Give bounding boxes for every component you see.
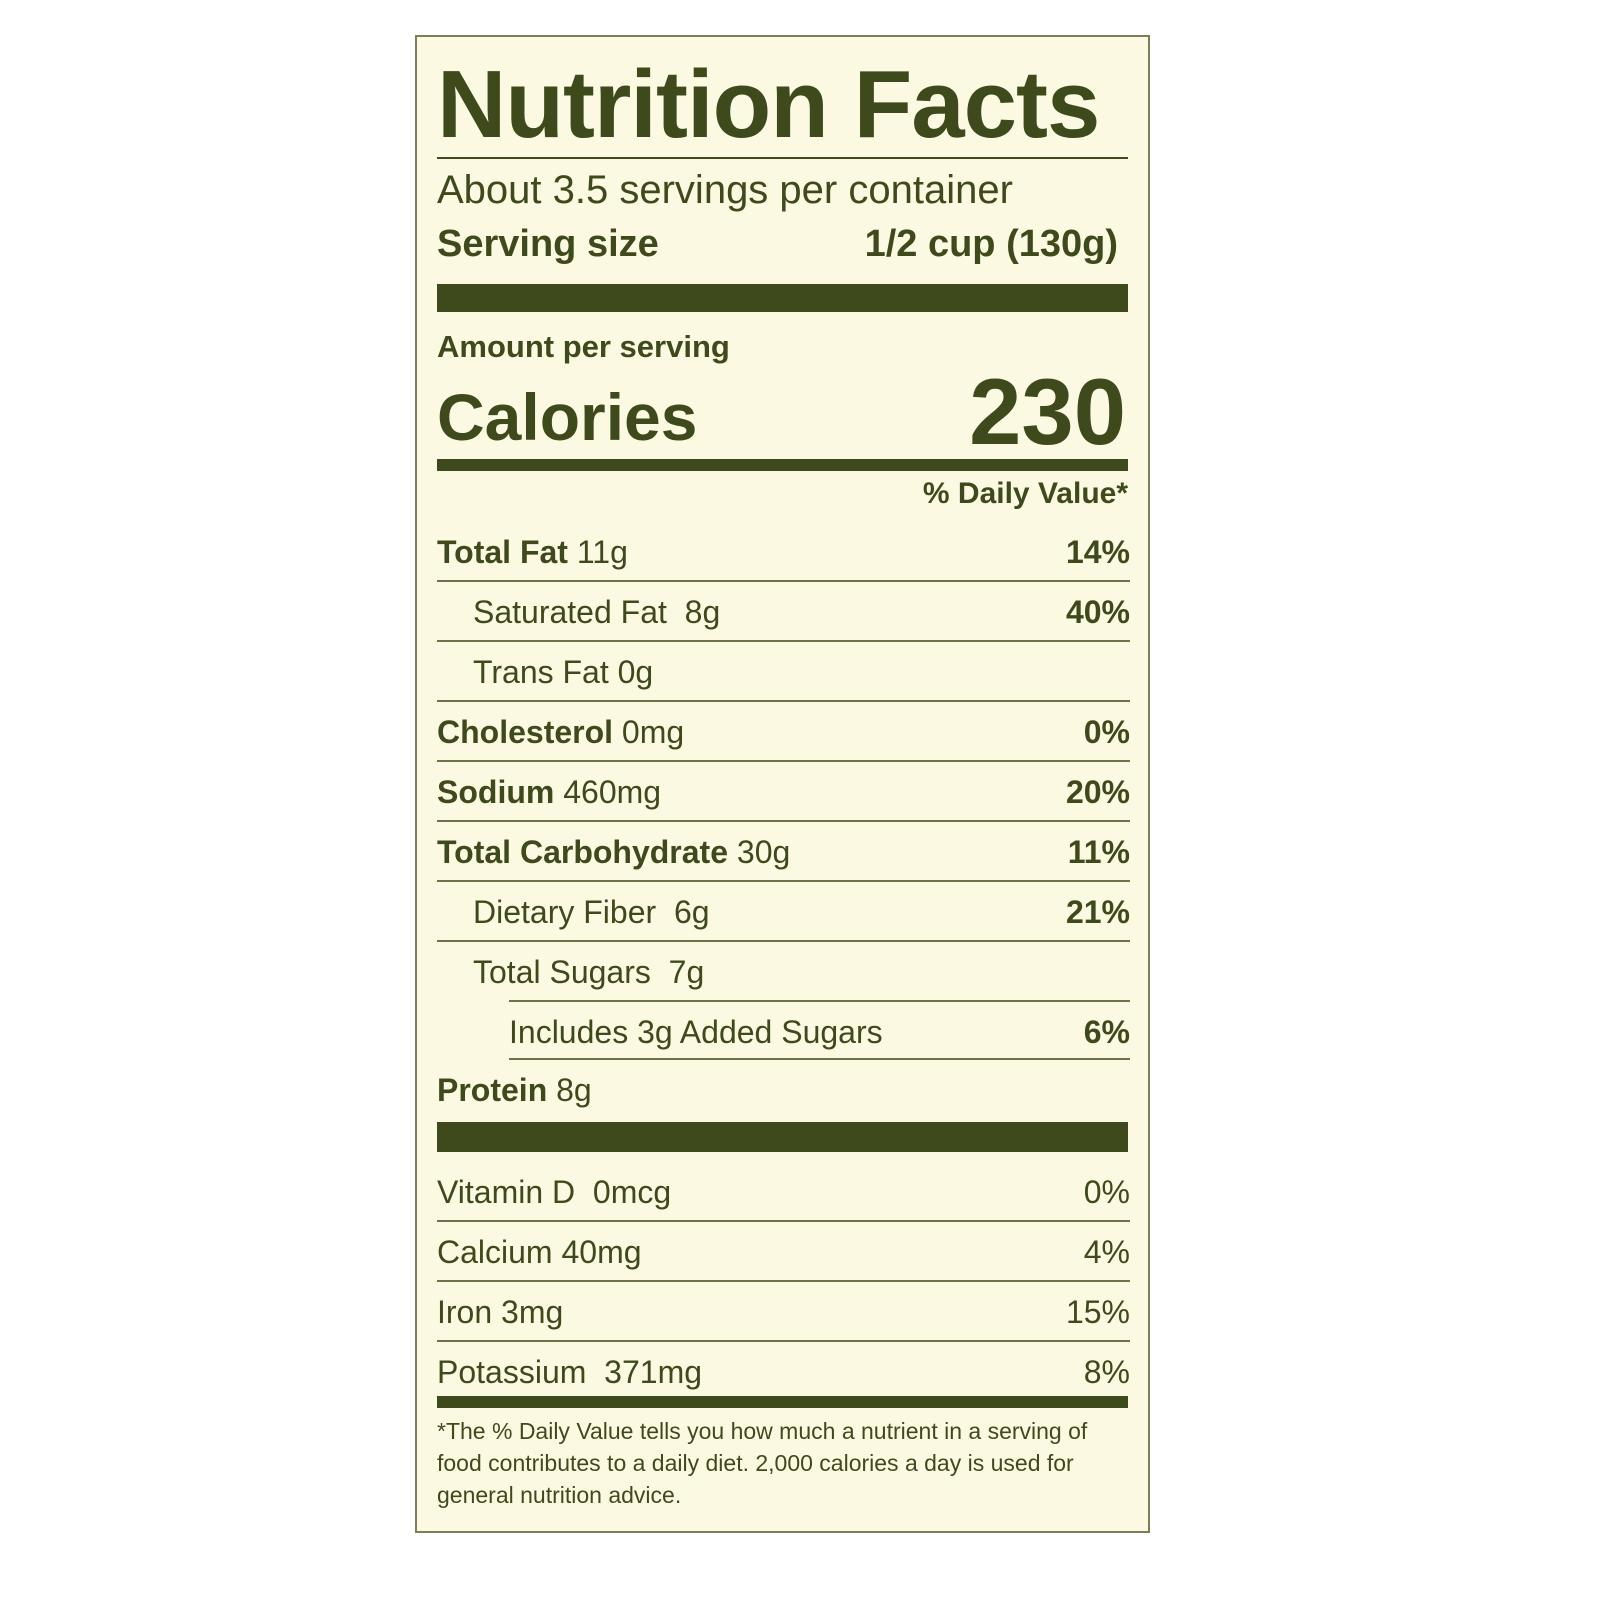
- nutrient-row-total-sugars: Total Sugars 7g: [437, 942, 1130, 1000]
- nutrient-name: Sodium: [437, 774, 555, 810]
- nutrient-dv: 11%: [1067, 834, 1130, 870]
- nutrient-dv: 20%: [1065, 774, 1130, 810]
- servings-per-container: About 3.5 servings per container: [437, 168, 1013, 212]
- nutrient-amount: 8g: [556, 1072, 592, 1108]
- nutrient-name: Total Carbohydrate: [437, 834, 728, 870]
- nutrient-name: Includes 3g Added Sugars: [509, 1014, 883, 1050]
- vitamin-dv: 15%: [1065, 1294, 1130, 1330]
- amount-per-serving: Amount per serving: [437, 329, 730, 364]
- nutrient-amount: 6g: [673, 894, 710, 930]
- nutrient-row-total-fat: Total Fat 11g 14%: [437, 522, 1130, 582]
- nutrient-dv: 0%: [1083, 714, 1130, 750]
- nutrient-name: Saturated Fat: [473, 594, 667, 630]
- daily-value-header: % Daily Value*: [922, 477, 1128, 510]
- vitamin-amount: 3mg: [501, 1294, 564, 1330]
- nutrient-row-total-carbohydrate: Total Carbohydrate 30g 11%: [437, 822, 1130, 882]
- vitamin-name: Potassium: [437, 1354, 587, 1390]
- nutrient-name: Cholesterol: [437, 714, 614, 750]
- nutrient-row-dietary-fiber: Dietary Fiber 6g 21%: [437, 882, 1130, 942]
- vitamin-name: Calcium: [437, 1234, 553, 1270]
- nutrition-facts-label: Nutrition Facts About 3.5 servings per c…: [415, 35, 1150, 1533]
- vitamin-row-vitamin-d: Vitamin D 0mcg 0%: [437, 1162, 1130, 1222]
- thick-divider: [437, 1122, 1128, 1152]
- vitamin-name: Vitamin D: [437, 1174, 576, 1210]
- vitamin-row-potassium: Potassium 371mg 8%: [437, 1342, 1130, 1400]
- calories-label: Calories: [437, 380, 698, 454]
- medium-divider: [437, 1396, 1128, 1408]
- nutrient-row-trans-fat: Trans Fat 0g: [437, 642, 1130, 702]
- serving-size: Serving size 1/2 cup (130g): [437, 221, 1118, 267]
- nutrient-dv: 14%: [1065, 534, 1130, 570]
- vitamin-amount: 40mg: [561, 1234, 642, 1270]
- serving-size-label: Serving size: [437, 223, 659, 265]
- label-title: Nutrition Facts: [437, 51, 1100, 158]
- vitamin-dv: 4%: [1083, 1234, 1130, 1270]
- nutrient-name: Dietary Fiber: [473, 894, 657, 930]
- vitamin-amount: 371mg: [604, 1354, 703, 1390]
- nutrient-row-protein: Protein 8g: [437, 1060, 1130, 1118]
- nutrient-list: Total Fat 11g 14% Saturated Fat 8g 40% Tra…: [437, 522, 1130, 1118]
- serving-size-value: 1/2 cup (130g): [864, 223, 1118, 265]
- nutrient-name: Protein: [437, 1072, 548, 1108]
- vitamin-dv: 0%: [1083, 1174, 1130, 1210]
- footnote: *The % Daily Value tells you how much a …: [437, 1418, 1088, 1508]
- thick-divider: [437, 284, 1128, 312]
- nutrient-row-cholesterol: Cholesterol 0mg 0%: [437, 702, 1130, 762]
- divider: [437, 157, 1128, 159]
- vitamin-dv: 8%: [1083, 1354, 1130, 1390]
- nutrient-amount: 0mg: [621, 714, 685, 750]
- nutrient-amount: 11g: [576, 534, 628, 570]
- nutrient-amount: 460mg: [563, 774, 662, 810]
- vitamin-name: Iron: [437, 1294, 493, 1330]
- nutrient-row-saturated-fat: Saturated Fat 8g 40%: [437, 582, 1130, 642]
- nutrient-name: Trans Fat: [473, 654, 609, 690]
- nutrient-amount: 7g: [668, 954, 705, 990]
- medium-divider: [437, 459, 1128, 471]
- nutrient-dv: 21%: [1065, 894, 1130, 930]
- nutrient-amount: 0g: [617, 654, 654, 690]
- nutrient-row-added-sugars: Includes 3g Added Sugars 6%: [509, 1000, 1130, 1060]
- nutrient-amount: 30g: [736, 834, 791, 870]
- nutrient-amount: 8g: [684, 594, 721, 630]
- vitamin-list: Vitamin D 0mcg 0% Calcium 40mg 4% Iron 3mg…: [437, 1162, 1130, 1400]
- nutrient-dv: 6%: [1083, 1014, 1130, 1050]
- vitamin-row-iron: Iron 3mg 15%: [437, 1282, 1130, 1342]
- vitamin-row-calcium: Calcium 40mg 4%: [437, 1222, 1130, 1282]
- nutrient-row-sodium: Sodium 460mg 20%: [437, 762, 1130, 822]
- nutrient-name: Total Fat: [437, 534, 568, 570]
- nutrient-name: Total Sugars: [473, 954, 651, 990]
- nutrient-dv: 40%: [1065, 594, 1130, 630]
- calories-value: 230: [969, 359, 1126, 464]
- vitamin-amount: 0mcg: [592, 1174, 672, 1210]
